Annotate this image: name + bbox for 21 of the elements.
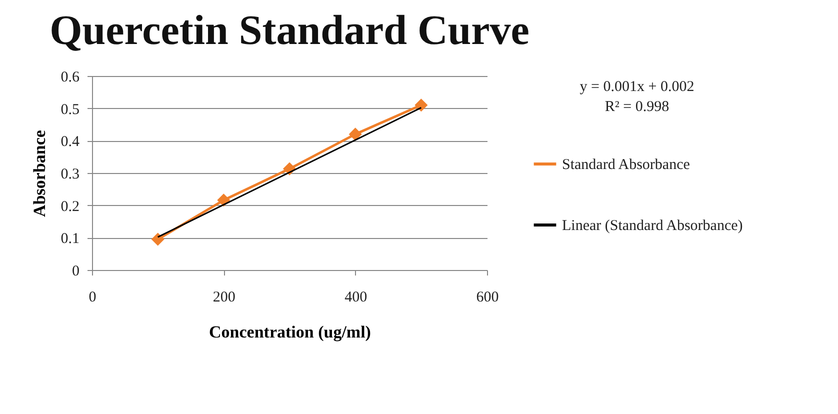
chart-title: Quercetin Standard Curve xyxy=(50,8,530,54)
text: y = 0.001x + 0.002 xyxy=(580,79,694,95)
x-tick-label: 200 xyxy=(212,290,236,306)
y-tick-label: 0.5 xyxy=(60,102,80,118)
text: R² = 0.998 xyxy=(604,99,670,115)
x-tick-label: 0 xyxy=(88,290,96,306)
y-tick-label: 0.6 xyxy=(60,70,80,86)
point xyxy=(414,98,428,112)
y-tick-label: 0.4 xyxy=(60,134,80,150)
y-tick-label: 0.1 xyxy=(60,231,80,248)
y-tick-label: 0.2 xyxy=(60,198,80,215)
point xyxy=(348,128,362,141)
legend-label: Linear (Standard Absorbance) xyxy=(562,218,743,234)
x-tick-label: 600 xyxy=(476,290,499,306)
point xyxy=(151,232,164,246)
x-axis-title: Concentration (ug/ml) xyxy=(209,322,371,342)
y-tick-label: 0 xyxy=(72,264,80,280)
legend-label: Standard Absorbance xyxy=(562,157,690,173)
y-tick-label: 0.3 xyxy=(60,166,80,182)
y-axis-title: Absorbance xyxy=(30,130,49,217)
x-tick-label: 400 xyxy=(344,290,368,306)
